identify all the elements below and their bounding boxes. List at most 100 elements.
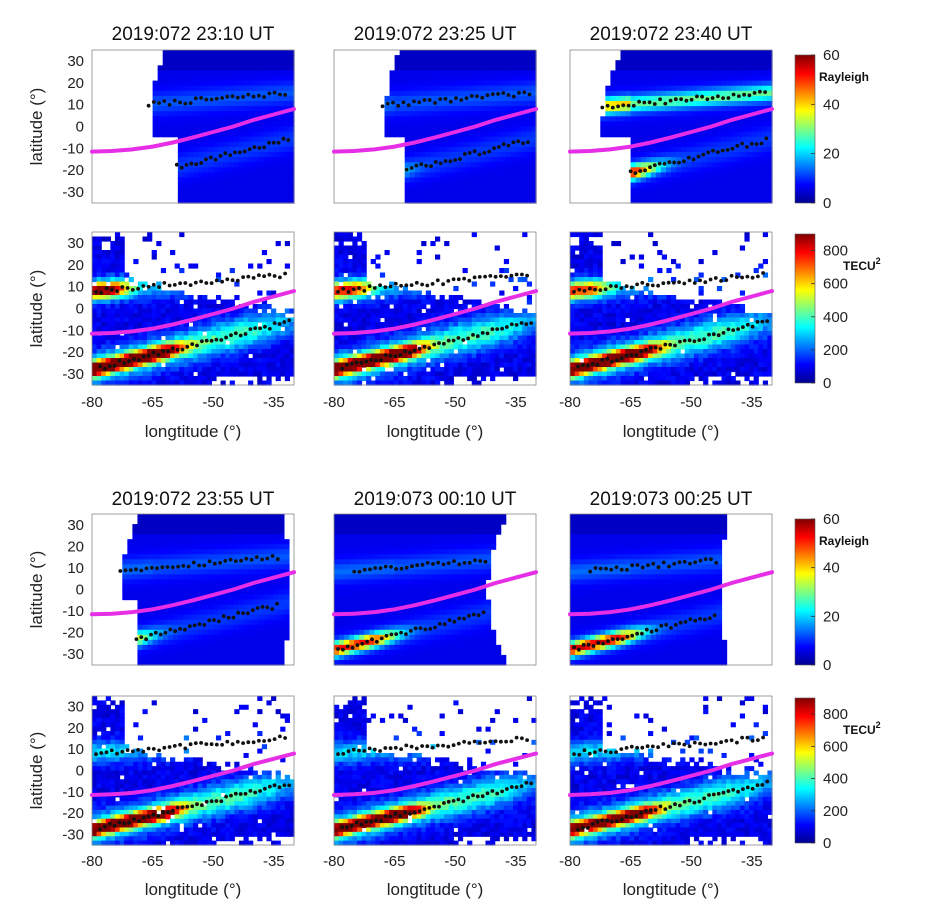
heatmap-cell bbox=[736, 177, 743, 184]
heatmap-cell bbox=[233, 101, 240, 107]
heatmap-cell bbox=[505, 197, 512, 204]
heatmap-cell bbox=[655, 50, 662, 56]
heatmap-cell bbox=[635, 116, 642, 122]
heatmap-cell bbox=[671, 152, 677, 158]
crest-point bbox=[501, 142, 506, 147]
heatmap-cell bbox=[203, 50, 209, 56]
heatmap-cell bbox=[361, 281, 367, 287]
heatmap-cell bbox=[522, 317, 528, 323]
heatmap-cell bbox=[650, 167, 657, 173]
heatmap-cell bbox=[225, 358, 231, 364]
heatmap-cell bbox=[583, 367, 589, 373]
heatmap-cell bbox=[258, 187, 265, 194]
heatmap-cell bbox=[211, 367, 217, 373]
heatmap-cell bbox=[490, 95, 497, 102]
crest-point bbox=[412, 348, 417, 353]
heatmap-cell bbox=[234, 326, 240, 332]
heatmap-cell bbox=[187, 90, 194, 97]
heatmap-cell bbox=[455, 141, 461, 148]
heatmap-cell bbox=[597, 308, 603, 314]
heatmap-cell bbox=[283, 141, 290, 148]
heatmap-cell bbox=[223, 55, 229, 61]
heatmap-cell bbox=[439, 335, 445, 341]
heatmap-cell bbox=[179, 367, 185, 373]
heatmap-cell bbox=[160, 358, 167, 364]
heatmap-cell bbox=[233, 141, 240, 148]
heatmap-cell bbox=[721, 60, 728, 66]
heatmap-cell bbox=[156, 340, 162, 346]
heatmap-cell bbox=[620, 111, 627, 117]
heatmap-cell bbox=[480, 101, 487, 107]
heatmap-cell bbox=[202, 299, 208, 305]
heatmap-cell bbox=[206, 367, 212, 373]
heatmap-cell bbox=[414, 167, 421, 173]
heatmap-cell bbox=[686, 152, 692, 158]
heatmap-cell bbox=[505, 101, 512, 107]
heatmap-cell bbox=[183, 299, 190, 305]
heatmap-cell bbox=[756, 70, 763, 77]
crest-point bbox=[435, 278, 440, 283]
heatmap-cell bbox=[716, 116, 723, 122]
heatmap-cell bbox=[248, 192, 255, 199]
heatmap-cell bbox=[284, 308, 291, 314]
heatmap-cell bbox=[696, 85, 702, 92]
heatmap-cell bbox=[691, 80, 697, 87]
heatmap-cell bbox=[517, 322, 523, 328]
heatmap-cell bbox=[630, 55, 637, 61]
crest-point bbox=[453, 158, 458, 162]
heatmap-cell bbox=[711, 106, 718, 112]
heatmap-cell bbox=[574, 376, 580, 382]
heatmap-cell bbox=[238, 177, 245, 184]
heatmap-cell bbox=[696, 192, 702, 199]
heatmap-cell bbox=[630, 121, 637, 128]
crest-point bbox=[233, 331, 238, 336]
heatmap-cell bbox=[110, 322, 116, 328]
heatmap-cell bbox=[218, 80, 224, 87]
heatmap-cell bbox=[756, 95, 763, 102]
heatmap-cell bbox=[338, 362, 344, 368]
heatmap-cell bbox=[288, 85, 295, 92]
heatmap-cell bbox=[398, 331, 404, 337]
heatmap-cell bbox=[500, 146, 507, 153]
heatmap-cell bbox=[253, 157, 260, 163]
heatmap-cell bbox=[187, 192, 194, 199]
heatmap-cell bbox=[513, 367, 519, 373]
heatmap-cell bbox=[490, 362, 496, 368]
crest-point bbox=[637, 99, 641, 104]
heatmap-cell bbox=[640, 162, 647, 168]
heatmap-cell bbox=[356, 304, 363, 310]
heatmap-cell bbox=[435, 146, 441, 153]
heatmap-cell bbox=[218, 60, 224, 66]
heatmap-cell bbox=[574, 358, 580, 364]
heatmap-cell bbox=[425, 299, 432, 305]
heatmap-cell bbox=[92, 353, 98, 359]
heatmap-cell bbox=[347, 263, 353, 269]
heatmap-cell bbox=[407, 304, 413, 310]
heatmap-cell bbox=[233, 146, 240, 153]
heatmap-cell bbox=[597, 299, 603, 305]
heatmap-cell bbox=[517, 358, 523, 364]
heatmap-cell bbox=[206, 322, 212, 328]
heatmap-cell bbox=[213, 152, 219, 158]
heatmap-cell bbox=[696, 90, 702, 97]
heatmap-cell bbox=[520, 60, 527, 66]
heatmap-cell bbox=[248, 263, 254, 269]
heatmap-cell bbox=[430, 295, 436, 301]
heatmap-cell bbox=[513, 362, 519, 368]
heatmap-cell bbox=[404, 146, 411, 153]
crest-point bbox=[605, 103, 610, 108]
heatmap-cell bbox=[470, 85, 476, 92]
crest-point bbox=[763, 90, 767, 94]
heatmap-cell bbox=[384, 116, 391, 122]
heatmap-cell bbox=[508, 308, 514, 314]
heatmap-cell bbox=[162, 75, 169, 82]
heatmap-cell bbox=[503, 259, 510, 265]
heatmap-cell bbox=[114, 308, 121, 314]
heatmap-cell bbox=[399, 75, 406, 82]
crest-point bbox=[406, 103, 411, 108]
heatmap-cell bbox=[177, 162, 184, 168]
heatmap-cell bbox=[681, 177, 687, 184]
heatmap-cell bbox=[606, 326, 612, 332]
crest-point bbox=[341, 286, 346, 291]
heatmap-cell bbox=[271, 340, 277, 346]
